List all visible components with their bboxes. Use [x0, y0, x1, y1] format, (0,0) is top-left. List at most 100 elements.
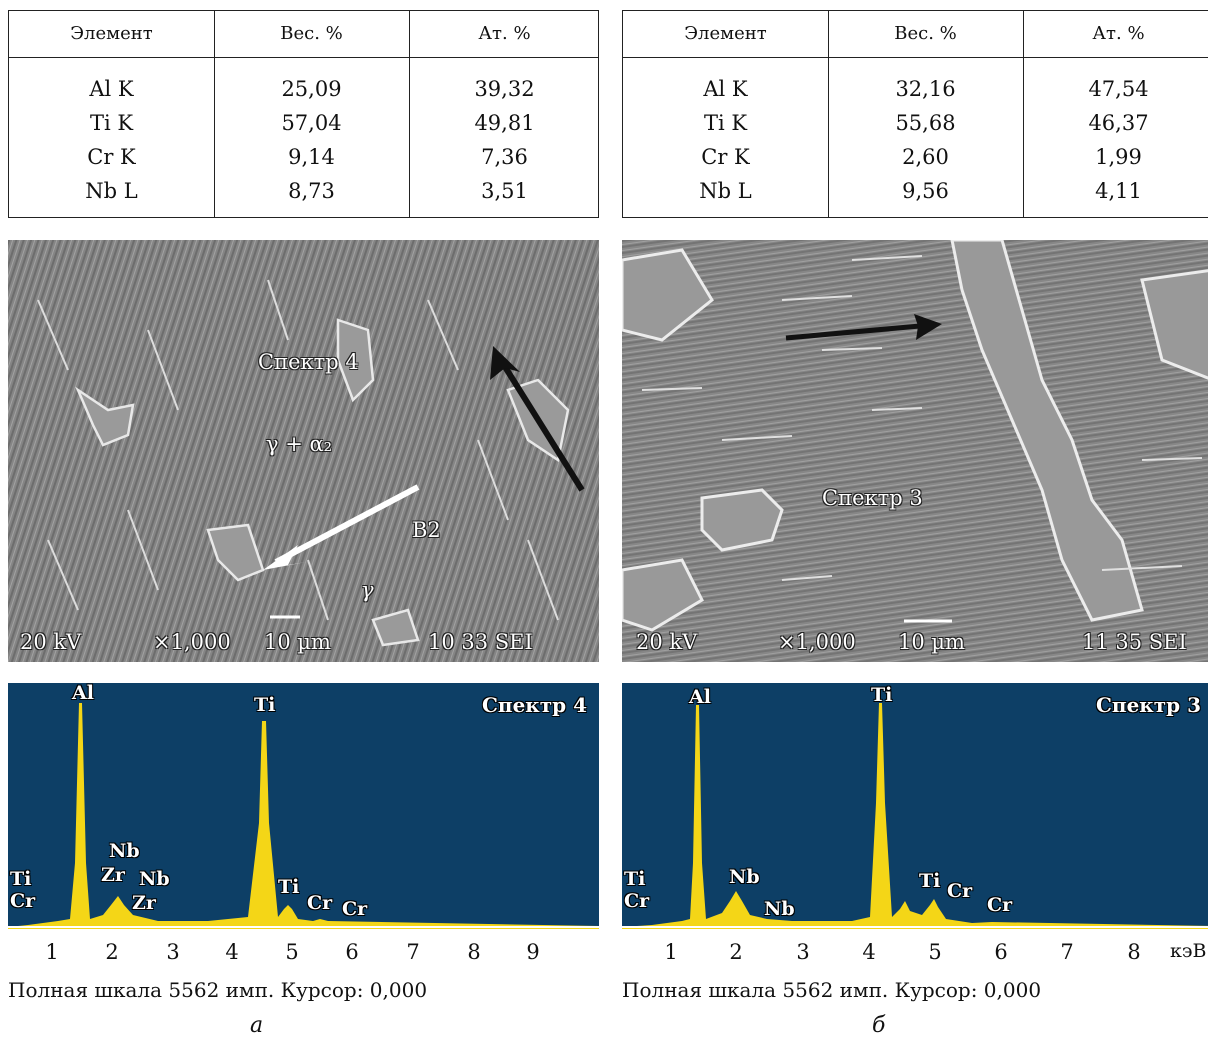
table-cell: Al K: [703, 77, 748, 101]
peak-label-cr: Cr: [987, 894, 1013, 916]
scale-bar-label: 10 µm: [264, 630, 331, 654]
voltage-label: 20 kV: [20, 630, 82, 654]
composition-table: Элемент Вес. % Ат. % Al K 25,09 39,32 Ti…: [8, 10, 599, 218]
peak-label-cr: Cr: [307, 892, 333, 914]
table-cell: Nb L: [85, 179, 138, 203]
axis-tick: 3: [166, 940, 180, 964]
axis-tick: 4: [225, 940, 239, 964]
table-cell: 9,14: [288, 145, 335, 169]
table-cell: 25,09: [281, 77, 342, 101]
axis-tick: 2: [105, 940, 119, 964]
magnification-label: ×1,000: [778, 630, 856, 654]
table-cell: 55,68: [895, 111, 956, 135]
axis-tick: 3: [796, 940, 810, 964]
phase-mix-label: γ + α₂: [266, 432, 333, 456]
micrograph-image: [8, 240, 599, 662]
spectrum-title: Спектр 4: [482, 693, 587, 717]
peak-label-ti: Ti: [254, 694, 276, 716]
peak-label-ti: Ti: [624, 868, 646, 890]
table-cell: Cr K: [701, 145, 750, 169]
magnification-label: ×1,000: [153, 630, 231, 654]
peak-label-nb: Nb: [729, 866, 760, 888]
sem-micrograph: Спектр 3 20 kV ×1,000 10 µm 11 35 SEI: [622, 240, 1208, 662]
axis-tick: 2: [729, 940, 743, 964]
peak-label-ti: Ti: [10, 868, 32, 890]
panel-a: Элемент Вес. % Ат. % Al K 25,09 39,32 Ti…: [8, 0, 600, 1038]
header-atomic: Ат. %: [478, 23, 531, 44]
header-element: Элемент: [684, 23, 767, 44]
peak-label-nb: Nb: [139, 868, 170, 890]
axis-tick: 9: [526, 940, 540, 964]
spectrum-plot: [8, 703, 599, 929]
header-weight: Вес. %: [280, 23, 343, 44]
table-cell: 39,32: [474, 77, 535, 101]
scale-bar-label: 10 µm: [898, 630, 965, 654]
full-scale-note: Полная шкала 5562 имп. Курсор: 0,000: [8, 978, 428, 1002]
header-weight: Вес. %: [894, 23, 957, 44]
table-cell: 3,51: [481, 179, 528, 203]
table-cell: 8,73: [288, 179, 335, 203]
peak-label-ti-small: Ti: [278, 876, 300, 898]
table-cell: 7,36: [481, 145, 528, 169]
table-cell: Nb L: [699, 179, 752, 203]
peak-label-cr: Cr: [947, 880, 973, 902]
table-cell: Ti K: [89, 111, 134, 135]
voltage-label: 20 kV: [636, 630, 698, 654]
eds-spectrum: Спектр 3 Al Ti Ti Cr Cr Ti Cr Nb Nb: [622, 683, 1208, 929]
table-cell: 1,99: [1095, 145, 1142, 169]
table-cell: Cr K: [87, 145, 136, 169]
axis-tick: 5: [285, 940, 299, 964]
peak-label-ti-small: Ti: [919, 870, 941, 892]
axis-tick: 7: [1060, 940, 1074, 964]
spectrum-plot: [622, 703, 1208, 929]
table-cell: 32,16: [895, 77, 956, 101]
peak-label-zr: Zr: [132, 892, 156, 914]
header-atomic: Ат. %: [1092, 23, 1145, 44]
micrograph-image: [622, 240, 1208, 662]
table-cell: 47,54: [1088, 77, 1149, 101]
spectrum-title: Спектр 3: [1096, 693, 1201, 717]
axis-tick: 8: [1127, 940, 1141, 964]
table-cell: Ti K: [703, 111, 748, 135]
peak-label-cr: Cr: [342, 898, 368, 920]
peak-label-al: Al: [689, 686, 711, 708]
panel-b: Элемент Вес. % Ат. % Al K 32,16 47,54 Ti…: [622, 0, 1208, 1038]
axis-tick: 1: [664, 940, 678, 964]
peak-label-cr: Cr: [624, 890, 650, 912]
table-cell: 4,11: [1095, 179, 1142, 203]
spectrum-point-label: Спектр 4: [258, 350, 359, 374]
full-scale-note: Полная шкала 5562 имп. Курсор: 0,000: [622, 978, 1042, 1002]
axis-tick: 4: [862, 940, 876, 964]
gamma-phase-label: γ: [361, 578, 374, 602]
peak-label-nb: Nb: [109, 840, 140, 862]
panel-caption: б: [872, 1013, 886, 1038]
peak-label-cr: Cr: [10, 890, 36, 912]
table-cell: Al K: [89, 77, 134, 101]
table-cell: 46,37: [1088, 111, 1149, 135]
eds-spectrum: Спектр 4 Al Ti Ti Cr Cr Ti Cr Nb Zr Nb Z…: [8, 683, 599, 929]
table-header: [623, 11, 1208, 58]
b2-phase-label: B2: [412, 518, 441, 542]
table-cell: 49,81: [474, 111, 535, 135]
axis-tick: 6: [994, 940, 1008, 964]
axis-tick: 5: [928, 940, 942, 964]
table-cell: 2,60: [902, 145, 949, 169]
panel-caption: а: [250, 1013, 264, 1038]
table-header: [9, 11, 598, 58]
table-cell: 57,04: [281, 111, 342, 135]
peak-label-nb: Nb: [764, 898, 795, 920]
composition-table: Элемент Вес. % Ат. % Al K 32,16 47,54 Ti…: [622, 10, 1208, 218]
spectrum-point-label: Спектр 3: [822, 486, 923, 510]
header-element: Элемент: [70, 23, 153, 44]
axis-tick: 8: [467, 940, 481, 964]
image-id-label: 10 33 SEI: [428, 630, 533, 654]
peak-label-ti: Ti: [871, 684, 893, 706]
table-cell: 9,56: [902, 179, 949, 203]
axis-unit-label: кэВ: [1170, 940, 1207, 962]
sem-micrograph: Спектр 4 γ + α₂ B2 γ 20 kV ×1,000 10 µm …: [8, 240, 599, 662]
image-id-label: 11 35 SEI: [1082, 630, 1187, 654]
axis-tick: 7: [406, 940, 420, 964]
axis-tick: 6: [345, 940, 359, 964]
peak-label-al: Al: [72, 683, 94, 704]
axis-tick: 1: [45, 940, 59, 964]
